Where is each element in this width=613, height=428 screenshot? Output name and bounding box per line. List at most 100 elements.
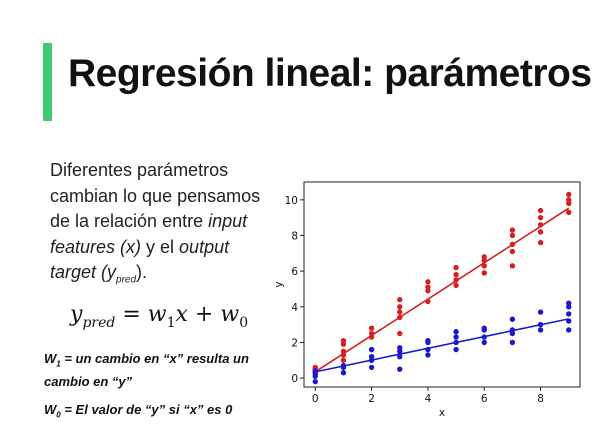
fit-line-1 (315, 318, 569, 373)
data-point-1 (566, 318, 572, 324)
data-point-0 (537, 239, 544, 246)
data-point-0 (340, 337, 347, 344)
data-point-0 (368, 330, 375, 337)
data-point-1 (425, 352, 431, 358)
data-point-0 (509, 263, 516, 269)
y-tick-label: 4 (291, 302, 298, 314)
title-accent-bar (43, 43, 52, 121)
data-point-0 (481, 270, 487, 276)
formula-rhs2: x + w (175, 302, 240, 327)
data-point-1 (312, 378, 318, 385)
x-axis-label: x (439, 407, 445, 416)
regression-formula: ypred = w1x + w0 (70, 302, 248, 331)
description-part3: ). (136, 262, 148, 282)
data-point-1 (509, 316, 516, 322)
data-point-0 (453, 264, 459, 271)
data-point-1 (537, 327, 544, 333)
data-point-1 (509, 327, 516, 333)
formula-rhs1: = w (115, 302, 167, 327)
data-point-0 (537, 229, 544, 235)
data-point-1 (368, 364, 375, 371)
data-point-0 (537, 214, 544, 221)
data-point-0 (537, 222, 544, 228)
x-tick-label: 0 (312, 393, 319, 405)
slide-title: Regresión lineal: parámetros (68, 52, 592, 95)
data-point-0 (425, 298, 431, 305)
formula-lhs-sub: pred (82, 315, 116, 331)
plot-frame (303, 181, 581, 388)
data-point-1 (509, 339, 516, 346)
data-point-0 (368, 325, 375, 331)
data-point-0 (509, 227, 516, 233)
data-point-0 (537, 207, 544, 214)
data-point-1 (397, 366, 403, 372)
data-point-0 (340, 357, 347, 363)
data-point-0 (509, 241, 516, 248)
description-part1: Diferentes parámetros cambian lo que pen… (50, 160, 261, 231)
data-point-0 (453, 282, 459, 289)
data-point-1 (425, 346, 431, 353)
data-point-1 (566, 327, 572, 333)
fit-line-0 (314, 207, 570, 373)
data-point-1 (566, 300, 572, 306)
y-tick-label: 10 (285, 195, 298, 207)
note-w0-sub: 0 (56, 410, 61, 420)
note-w1-sub: 1 (56, 359, 61, 369)
data-point-1 (340, 370, 347, 376)
x-tick-label: 6 (481, 393, 488, 405)
data-point-0 (397, 314, 403, 321)
note-w0-w: W (44, 402, 57, 417)
data-point-1 (481, 334, 487, 340)
data-point-1 (368, 353, 375, 360)
y-tick-label: 2 (291, 337, 298, 349)
data-point-1 (537, 321, 544, 328)
data-point-1 (566, 311, 572, 317)
data-point-1 (453, 329, 459, 335)
data-point-1 (453, 339, 459, 346)
data-point-0 (509, 248, 516, 255)
data-point-0 (481, 263, 487, 269)
data-point-1 (425, 337, 431, 344)
data-point-0 (425, 284, 431, 290)
data-point-1 (397, 345, 403, 351)
description-part2: y el (141, 236, 180, 257)
data-point-0 (566, 197, 572, 203)
data-point-0 (453, 277, 459, 283)
data-point-0 (509, 232, 516, 239)
y-tick-label: 6 (291, 266, 298, 278)
data-point-0 (453, 271, 459, 278)
note-w1-w: W (44, 351, 57, 366)
y-tick-label: 8 (291, 230, 298, 242)
data-point-1 (368, 346, 375, 353)
description-text: Diferentes parámetros cambian lo que pen… (50, 158, 280, 293)
x-tick-label: 2 (368, 393, 375, 405)
output-term-sub: pred (116, 274, 137, 286)
data-point-0 (397, 330, 403, 337)
input-term: input features (x) (50, 211, 248, 257)
x-tick-label: 4 (425, 393, 432, 405)
note-w0-text: = El valor de “y” si “x” es 0 (60, 402, 233, 417)
data-point-0 (481, 254, 487, 260)
data-point-1 (340, 362, 347, 369)
note-w1-text: = un cambio en “x” resulta un cambio en … (44, 351, 249, 389)
data-point-0 (397, 309, 403, 315)
y-axis-label: y (273, 281, 285, 287)
y-tick-label: 0 (291, 373, 298, 385)
formula-lhs: y (70, 302, 83, 327)
formula-w1-sub: 1 (166, 315, 176, 331)
note-w0: W0 = El valor de “y” si “x” es 0 (44, 401, 284, 424)
x-tick-label: 8 (537, 393, 544, 405)
data-point-0 (425, 279, 431, 285)
data-point-0 (397, 296, 403, 303)
data-point-1 (453, 346, 459, 353)
regression-scatter-chart: 0 2 4 6 8 0 2 4 6 8 10 x y (273, 181, 581, 416)
note-w1: W1 = un cambio en “x” resulta un cambio … (44, 350, 264, 390)
output-term: output target (ypred (50, 236, 230, 286)
output-term-text: output target (y (50, 236, 230, 283)
data-point-0 (566, 209, 572, 216)
data-point-0 (566, 191, 572, 198)
data-point-1 (312, 368, 318, 374)
data-point-0 (340, 348, 347, 355)
data-point-1 (453, 334, 459, 340)
